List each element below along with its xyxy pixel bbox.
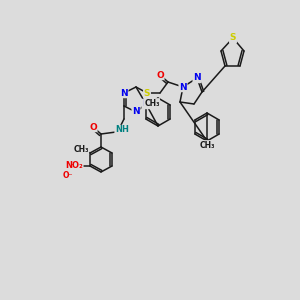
Text: S: S	[144, 88, 150, 98]
Text: N: N	[120, 88, 128, 98]
Text: CH₃: CH₃	[73, 146, 89, 154]
Text: N: N	[142, 100, 150, 109]
Text: O⁻: O⁻	[63, 170, 73, 179]
Text: N: N	[132, 107, 140, 116]
Text: NH: NH	[115, 125, 129, 134]
Text: N: N	[179, 82, 187, 91]
Text: NO₂: NO₂	[65, 161, 83, 170]
Text: CH₃: CH₃	[144, 98, 160, 107]
Text: CH₃: CH₃	[199, 140, 215, 149]
Text: N: N	[193, 74, 201, 82]
Text: O: O	[156, 70, 164, 80]
Text: O: O	[89, 122, 97, 131]
Text: S: S	[230, 34, 236, 43]
